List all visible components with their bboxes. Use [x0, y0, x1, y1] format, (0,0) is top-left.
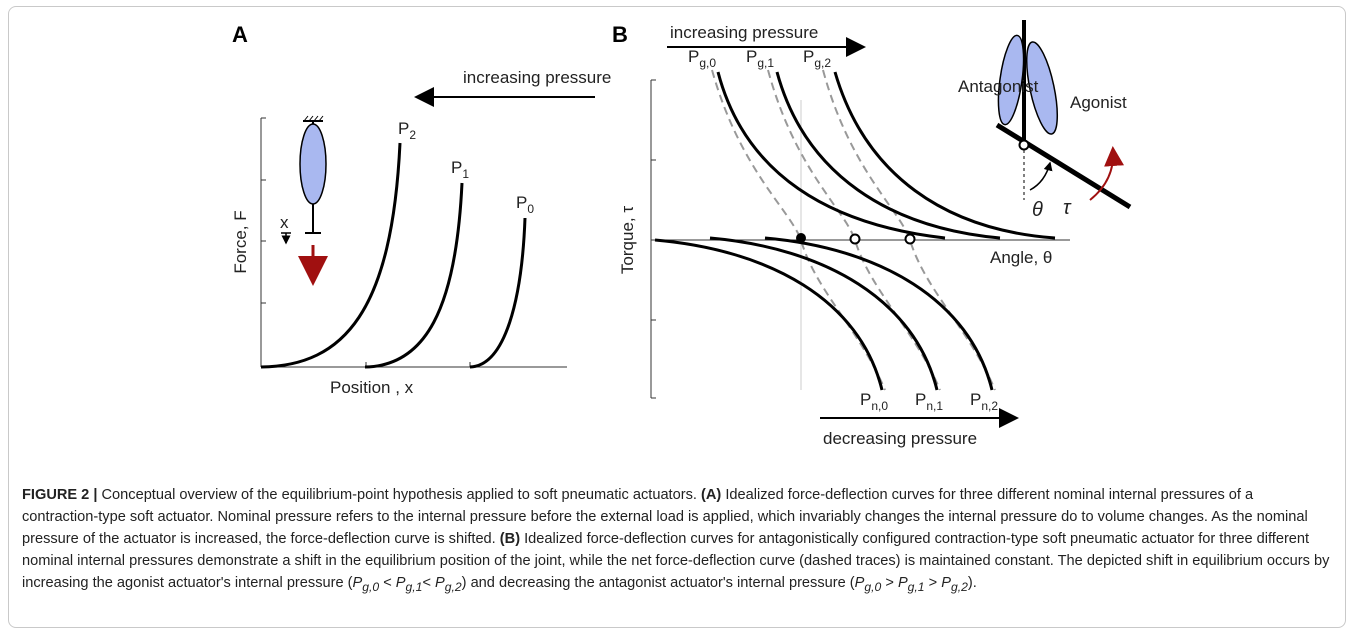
caption-text: P	[854, 575, 865, 591]
caption-text: P	[395, 575, 406, 591]
arrow-text: decreasing pressure	[823, 429, 977, 448]
curve-label-sub: g,1	[757, 56, 774, 70]
caption-text: g,1	[907, 579, 925, 594]
curve-label-base: P	[860, 390, 871, 409]
curve-label-base: P	[746, 47, 757, 66]
x-symbol: x	[280, 213, 289, 232]
curve-label: Pg,1	[746, 47, 774, 70]
caption-label: FIGURE 2 |	[22, 487, 98, 503]
caption: FIGURE 2 | Conceptual overview of the eq…	[22, 484, 1332, 598]
caption-text: ).	[967, 575, 977, 591]
joint-icon	[995, 20, 1132, 210]
curve-label-sub: n,2	[981, 399, 998, 413]
curve-label-base: P	[688, 47, 699, 66]
curve-label-sub: 0	[527, 202, 534, 216]
curve-label-base: P	[915, 390, 926, 409]
caption-text: <	[379, 575, 396, 591]
curve-label-sub: g,0	[699, 56, 716, 70]
caption-text: (A)	[701, 487, 722, 503]
curve-label-sub: n,1	[926, 399, 943, 413]
panel-label: A	[232, 22, 248, 47]
curve-label-sub: g,2	[814, 56, 831, 70]
curve-label-base: P	[516, 193, 527, 212]
caption-text: Idealized force-deflection curves for an…	[22, 531, 1330, 591]
caption-text: P	[352, 575, 363, 591]
curve-label-base: P	[451, 158, 462, 177]
caption-text: g,0	[864, 579, 882, 594]
caption-text: g,0	[362, 579, 380, 594]
figure: A increasing pressure Force, F Position …	[231, 20, 1132, 448]
caption-text: (B)	[499, 531, 521, 547]
agonist-label: Agonist	[1070, 93, 1127, 112]
caption-text: <	[422, 575, 436, 591]
curve-label-base: P	[398, 119, 409, 138]
antagonist-label: Antagonist	[958, 77, 1039, 96]
curve-label-sub: 2	[409, 128, 416, 142]
equilibrium-points	[796, 233, 916, 245]
curve-label: Pg,2	[803, 47, 831, 70]
curve-label-sub: n,0	[871, 399, 888, 413]
curve-label-base: P	[803, 47, 814, 66]
caption-text: Idealized force-deflection curves for th…	[22, 487, 1308, 547]
torque-curves	[654, 71, 1056, 391]
caption-text: >	[881, 575, 898, 591]
theta-label: θ	[1032, 199, 1043, 221]
actuator-icon	[281, 115, 328, 286]
arrow-text: increasing pressure	[463, 68, 611, 87]
net-curves	[711, 69, 996, 391]
y-axis-label: Torque, τ	[618, 206, 637, 274]
caption-text: P	[435, 575, 445, 591]
figure-frame	[8, 6, 1346, 628]
curve-label-sub: 1	[462, 167, 469, 181]
caption-text: >	[924, 575, 942, 591]
x-axis-label: Position , x	[330, 378, 414, 397]
axes	[260, 117, 567, 368]
x-axis-label: Angle, θ	[990, 248, 1052, 267]
panel-label: B	[612, 22, 628, 47]
arrow-text: increasing pressure	[670, 23, 818, 42]
caption-text: g,2	[950, 579, 968, 594]
curve-label: P1	[451, 158, 469, 181]
caption-text: P	[941, 575, 951, 591]
y-axis-label: Force, F	[231, 210, 250, 273]
force-curves	[260, 142, 527, 369]
curve-label: P0	[516, 193, 534, 216]
curve-label: Pn,0	[860, 390, 888, 413]
curve-label: Pn,1	[915, 390, 943, 413]
tau-label: τ	[1063, 197, 1072, 219]
curve-label: Pg,0	[688, 47, 716, 70]
curve-label: P2	[398, 119, 416, 142]
curve-label: Pn,2	[970, 390, 998, 413]
caption-text: ) and decreasing the antagonist actuator…	[461, 575, 855, 591]
caption-text: g,2	[444, 579, 462, 594]
curve-label-base: P	[970, 390, 981, 409]
caption-text: P	[897, 575, 908, 591]
caption-text: Conceptual overview of the equilibrium-p…	[97, 487, 701, 503]
caption-text: g,1	[405, 579, 423, 594]
